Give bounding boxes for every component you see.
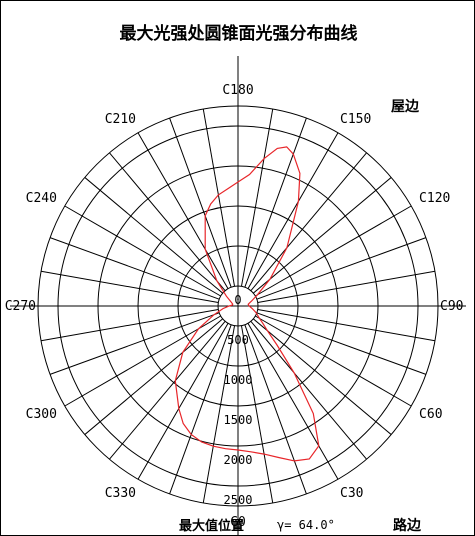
house-side-label: 屋边 bbox=[391, 99, 419, 115]
grid-spoke bbox=[49, 312, 220, 375]
angle-label: C90 bbox=[440, 299, 463, 314]
radial-tick-label: 1500 bbox=[224, 413, 253, 427]
angle-label: C60 bbox=[419, 407, 442, 422]
grid-spoke bbox=[202, 108, 236, 287]
grid-spoke bbox=[109, 152, 226, 292]
angle-label: C150 bbox=[340, 112, 371, 127]
radial-tick-label: 2000 bbox=[224, 453, 253, 467]
angle-label: C210 bbox=[105, 112, 136, 127]
grid-spoke bbox=[109, 320, 226, 460]
angle-label: C0 bbox=[230, 515, 246, 530]
grid-spoke bbox=[257, 308, 436, 342]
grid-spoke bbox=[250, 152, 367, 292]
grid-spoke bbox=[240, 325, 274, 504]
grid-spoke bbox=[252, 177, 392, 294]
max-position-value: γ= 64.0° bbox=[277, 518, 335, 532]
grid-spoke bbox=[256, 237, 427, 300]
angle-label: C330 bbox=[105, 486, 136, 501]
radial-tick-label: 500 bbox=[227, 333, 249, 347]
grid-spoke bbox=[244, 324, 307, 495]
grid-spoke bbox=[256, 312, 427, 375]
intensity-curve bbox=[174, 146, 320, 462]
grid-spoke bbox=[137, 132, 229, 289]
grid-spoke bbox=[84, 177, 224, 294]
grid-spoke bbox=[252, 318, 392, 435]
grid-spoke bbox=[137, 323, 229, 480]
angle-label: C240 bbox=[26, 191, 57, 206]
angle-label: C300 bbox=[26, 407, 57, 422]
grid-spoke bbox=[247, 323, 339, 480]
grid-spoke bbox=[255, 205, 412, 297]
angle-label: C120 bbox=[419, 191, 450, 206]
chart-title: 最大光强处圆锥面光强分布曲线 bbox=[119, 24, 358, 44]
grid-spoke bbox=[169, 324, 232, 495]
radial-tick-label: 0 bbox=[234, 293, 241, 307]
grid-spoke bbox=[40, 270, 219, 304]
angle-label: C270 bbox=[5, 299, 36, 314]
grid-spoke bbox=[247, 132, 339, 289]
angle-label: C180 bbox=[222, 83, 253, 98]
grid-spoke bbox=[244, 117, 307, 288]
radial-tick-label: 2500 bbox=[224, 493, 253, 507]
grid-spoke bbox=[169, 117, 232, 288]
max-position-label: 最大值位置 bbox=[179, 519, 245, 534]
road-side-label: 路边 bbox=[393, 518, 421, 534]
grid-spoke bbox=[84, 318, 224, 435]
grid-spoke bbox=[257, 270, 436, 304]
grid-spoke bbox=[49, 237, 220, 300]
grid-spoke bbox=[240, 108, 274, 287]
grid-spoke bbox=[40, 308, 219, 342]
grid-spoke bbox=[64, 315, 221, 407]
radial-tick-label: 1000 bbox=[224, 373, 253, 387]
grid-spoke bbox=[64, 205, 221, 297]
angle-label: C30 bbox=[340, 486, 363, 501]
grid-spoke bbox=[255, 315, 412, 407]
grid-spoke bbox=[202, 325, 236, 504]
grid-spoke bbox=[250, 320, 367, 460]
